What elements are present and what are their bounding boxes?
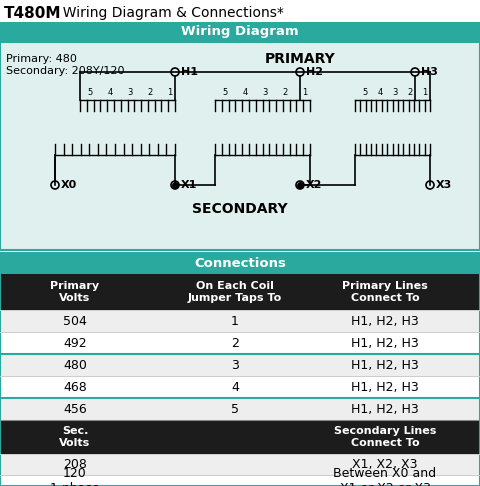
Text: 2: 2 (408, 88, 413, 97)
Text: 4: 4 (231, 381, 239, 394)
Text: Secondary Lines
Connect To: Secondary Lines Connect To (334, 426, 436, 448)
Bar (0, 22, 480, 42)
Text: 3: 3 (127, 88, 132, 97)
Text: 208: 208 (63, 458, 87, 471)
Bar (0, 332, 480, 354)
Text: 5: 5 (231, 402, 239, 416)
Text: 5: 5 (87, 88, 93, 97)
Bar (0, 253, 480, 274)
Text: 1: 1 (168, 88, 173, 97)
Text: Primary: 480: Primary: 480 (6, 54, 77, 64)
Text: 3: 3 (231, 359, 239, 371)
Text: H3: H3 (421, 67, 438, 77)
Text: 492: 492 (63, 336, 87, 349)
Text: 1: 1 (231, 314, 239, 328)
Text: 1: 1 (302, 88, 308, 97)
Bar (0, 274, 480, 310)
Text: 3: 3 (262, 88, 268, 97)
Text: 120
1 phase: 120 1 phase (50, 467, 100, 486)
Bar (0, 376, 480, 398)
Text: 468: 468 (63, 381, 87, 394)
Text: Connections: Connections (194, 257, 286, 270)
Text: H1, H2, H3: H1, H2, H3 (351, 336, 419, 349)
Text: 1: 1 (422, 88, 428, 97)
Bar (0, 354, 480, 376)
Text: X1, X2, X3: X1, X2, X3 (352, 458, 418, 471)
Text: On Each Coil
Jumper Taps To: On Each Coil Jumper Taps To (188, 281, 282, 303)
Text: X1: X1 (181, 180, 197, 190)
Text: 4: 4 (242, 88, 248, 97)
Bar (0, 398, 480, 420)
Text: Wiring Diagram: Wiring Diagram (181, 25, 299, 38)
Text: Sec.
Volts: Sec. Volts (60, 426, 91, 448)
Text: 4: 4 (108, 88, 113, 97)
Text: 4: 4 (377, 88, 383, 97)
Text: PRIMARY: PRIMARY (264, 52, 336, 66)
Text: 5: 5 (222, 88, 228, 97)
Bar (0, 454, 480, 475)
Text: H1, H2, H3: H1, H2, H3 (351, 314, 419, 328)
Text: H1: H1 (181, 67, 198, 77)
Text: 504: 504 (63, 314, 87, 328)
Text: Primary
Volts: Primary Volts (50, 281, 99, 303)
Text: X3: X3 (436, 180, 452, 190)
Bar (0, 253, 480, 486)
Text: X0: X0 (61, 180, 77, 190)
Text: 2: 2 (231, 336, 239, 349)
Text: Wiring Diagram & Connections*: Wiring Diagram & Connections* (54, 6, 284, 20)
Text: X2: X2 (306, 180, 323, 190)
Text: T480M: T480M (4, 5, 61, 20)
Text: 3: 3 (392, 88, 398, 97)
Text: H1, H2, H3: H1, H2, H3 (351, 381, 419, 394)
Text: SECONDARY: SECONDARY (192, 202, 288, 216)
Text: Secondary: 208Y/120: Secondary: 208Y/120 (6, 66, 124, 76)
Text: 2: 2 (147, 88, 153, 97)
Text: 2: 2 (282, 88, 288, 97)
Text: 5: 5 (362, 88, 368, 97)
Text: H1, H2, H3: H1, H2, H3 (351, 359, 419, 371)
Text: Primary Lines
Connect To: Primary Lines Connect To (342, 281, 428, 303)
Text: Between X0 and
X1 or X2 or X3: Between X0 and X1 or X2 or X3 (334, 467, 437, 486)
Bar (0, 475, 480, 486)
Bar (0, 420, 480, 454)
Bar (0, 42, 480, 250)
Text: H1, H2, H3: H1, H2, H3 (351, 402, 419, 416)
Text: H2: H2 (306, 67, 323, 77)
Text: 480: 480 (63, 359, 87, 371)
Bar (0, 310, 480, 332)
Text: 456: 456 (63, 402, 87, 416)
